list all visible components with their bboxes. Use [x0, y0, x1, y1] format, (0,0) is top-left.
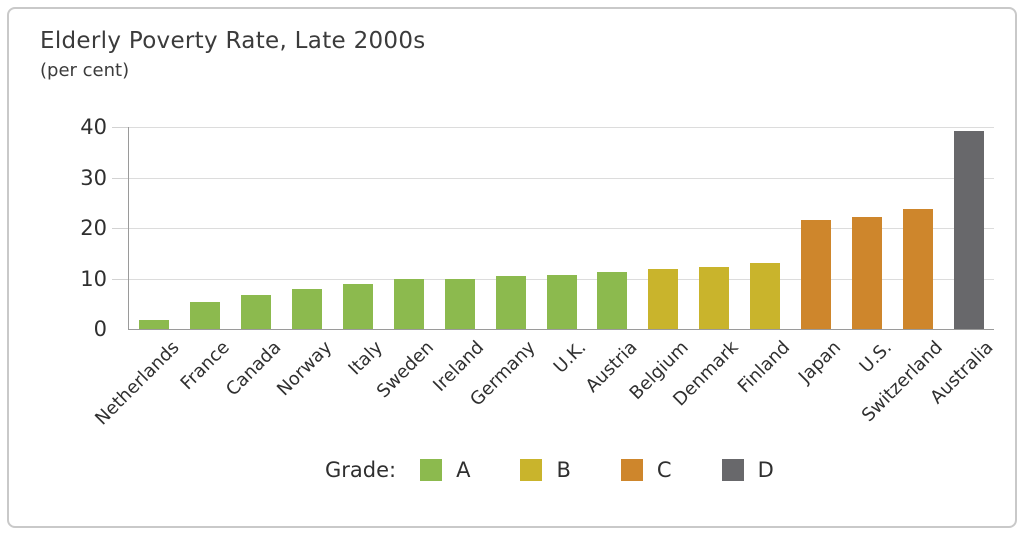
legend-label-b: B: [556, 458, 571, 482]
bar-finland: [750, 262, 780, 329]
gridline-20: [129, 228, 994, 229]
legend-item-b: B: [520, 458, 571, 482]
y-tick-40: [112, 127, 128, 128]
legend-swatch-c: [620, 459, 643, 481]
y-axis-label-30: 30: [80, 165, 107, 190]
y-axis-label-40: 40: [80, 115, 107, 139]
legend-swatch-a: [420, 459, 443, 481]
y-tick-10: [112, 278, 128, 280]
bar-denmark: [699, 266, 730, 329]
bar-france: [190, 301, 221, 329]
gridline-30: [129, 177, 994, 179]
bar-germany: [495, 276, 526, 329]
plot-area: 0 10 20 30 40 Netherlands France Canada Norway I…: [80, 115, 997, 429]
legend-label-d: D: [757, 458, 774, 482]
legend-label-c: C: [656, 458, 672, 482]
y-axis-label-0: 0: [93, 317, 107, 341]
y-axis-label-10: 10: [80, 266, 107, 291]
y-tick-20: [112, 228, 128, 229]
y-axis-label-20: 20: [80, 216, 107, 240]
legend-item-d: D: [721, 458, 774, 482]
bar-italy: [343, 284, 373, 329]
chart-subtitle: (per cent): [40, 60, 130, 81]
chart-title: Elderly Poverty Rate, Late 2000s: [40, 28, 426, 54]
gridline-40: [129, 127, 994, 128]
bar-sweden: [393, 278, 424, 329]
chart-frame: [7, 7, 1017, 528]
bar-belgium: [648, 268, 679, 329]
legend-items: A B C D: [420, 458, 824, 482]
legend-item-a: A: [420, 458, 470, 482]
y-tick-30: [112, 177, 128, 179]
legend-swatch-b: [520, 459, 543, 481]
bar-norway: [292, 288, 323, 329]
bar-austria: [597, 272, 628, 329]
bar-u-s: [851, 216, 882, 329]
bar-canada: [241, 295, 272, 329]
legend: Grade: A B C D: [325, 458, 824, 482]
bar-switzerland: [902, 208, 933, 329]
legend-swatch-d: [721, 459, 744, 481]
legend-label-a: A: [456, 458, 471, 482]
bar-ireland: [444, 278, 475, 329]
bar-australia: [953, 130, 984, 329]
legend-title: Grade:: [325, 458, 397, 482]
legend-item-c: C: [620, 458, 672, 482]
bar-japan: [800, 220, 831, 329]
bar-u-k: [546, 274, 577, 329]
bar-netherlands: [139, 320, 170, 329]
